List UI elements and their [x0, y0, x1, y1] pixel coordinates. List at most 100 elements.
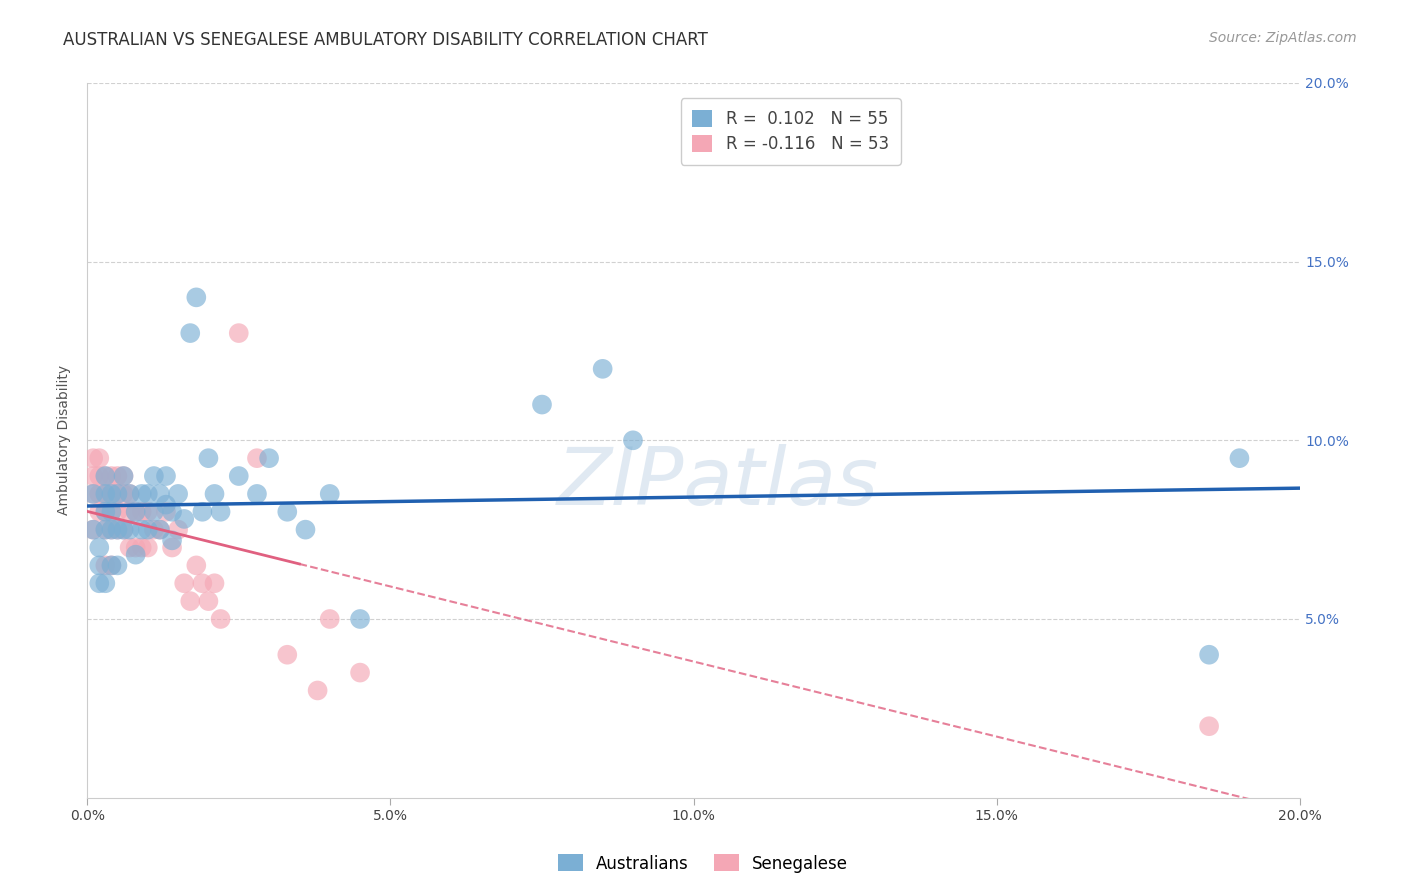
Point — [94, 523, 117, 537]
Point — [167, 487, 190, 501]
Point — [94, 469, 117, 483]
Point — [107, 505, 129, 519]
Point — [82, 523, 104, 537]
Point — [197, 594, 219, 608]
Point — [82, 469, 104, 483]
Point — [149, 487, 172, 501]
Point — [131, 487, 153, 501]
Point — [186, 290, 208, 304]
Point — [118, 487, 141, 501]
Point — [82, 523, 104, 537]
Point — [319, 487, 342, 501]
Point — [257, 451, 280, 466]
Point — [94, 487, 117, 501]
Point — [100, 523, 122, 537]
Point — [89, 558, 111, 573]
Point — [94, 505, 117, 519]
Point — [112, 469, 135, 483]
Point — [100, 558, 122, 573]
Text: Source: ZipAtlas.com: Source: ZipAtlas.com — [1209, 31, 1357, 45]
Point — [1198, 648, 1220, 662]
Point — [136, 523, 159, 537]
Point — [94, 576, 117, 591]
Point — [155, 498, 177, 512]
Point — [124, 505, 146, 519]
Point — [592, 361, 614, 376]
Point — [142, 469, 165, 483]
Text: AUSTRALIAN VS SENEGALESE AMBULATORY DISABILITY CORRELATION CHART: AUSTRALIAN VS SENEGALESE AMBULATORY DISA… — [63, 31, 709, 49]
Point — [107, 487, 129, 501]
Point — [179, 594, 201, 608]
Point — [197, 451, 219, 466]
Point — [94, 523, 117, 537]
Legend: R =  0.102   N = 55, R = -0.116   N = 53: R = 0.102 N = 55, R = -0.116 N = 53 — [681, 98, 901, 165]
Point — [89, 505, 111, 519]
Point — [307, 683, 329, 698]
Point — [173, 512, 195, 526]
Point — [100, 469, 122, 483]
Point — [94, 505, 117, 519]
Point — [82, 487, 104, 501]
Point — [142, 523, 165, 537]
Point — [228, 469, 250, 483]
Point — [167, 523, 190, 537]
Point — [155, 469, 177, 483]
Point — [131, 523, 153, 537]
Point — [89, 451, 111, 466]
Point — [160, 505, 183, 519]
Point — [118, 541, 141, 555]
Point — [89, 576, 111, 591]
Point — [94, 558, 117, 573]
Point — [82, 451, 104, 466]
Point — [89, 487, 111, 501]
Point — [349, 612, 371, 626]
Point — [228, 326, 250, 340]
Point — [89, 541, 111, 555]
Point — [191, 505, 214, 519]
Point — [246, 487, 269, 501]
Point — [100, 487, 122, 501]
Point — [349, 665, 371, 680]
Point — [160, 541, 183, 555]
Legend: Australians, Senegalese: Australians, Senegalese — [551, 847, 855, 880]
Point — [1229, 451, 1251, 466]
Point — [276, 648, 298, 662]
Point — [82, 487, 104, 501]
Point — [107, 523, 129, 537]
Point — [191, 576, 214, 591]
Point — [94, 487, 117, 501]
Point — [621, 434, 644, 448]
Point — [136, 541, 159, 555]
Point — [319, 612, 342, 626]
Point — [294, 523, 316, 537]
Point — [118, 505, 141, 519]
Point — [107, 558, 129, 573]
Point — [112, 469, 135, 483]
Point — [179, 326, 201, 340]
Point — [204, 576, 226, 591]
Point — [131, 505, 153, 519]
Point — [276, 505, 298, 519]
Point — [246, 451, 269, 466]
Point — [173, 576, 195, 591]
Point — [155, 505, 177, 519]
Point — [209, 505, 232, 519]
Point — [100, 558, 122, 573]
Point — [530, 398, 553, 412]
Point — [118, 523, 141, 537]
Point — [100, 505, 122, 519]
Point — [131, 541, 153, 555]
Point — [136, 487, 159, 501]
Point — [112, 487, 135, 501]
Point — [149, 523, 172, 537]
Point — [107, 487, 129, 501]
Point — [107, 523, 129, 537]
Point — [89, 469, 111, 483]
Point — [112, 523, 135, 537]
Point — [204, 487, 226, 501]
Point — [112, 523, 135, 537]
Point — [100, 505, 122, 519]
Point — [1198, 719, 1220, 733]
Point — [124, 548, 146, 562]
Point — [149, 523, 172, 537]
